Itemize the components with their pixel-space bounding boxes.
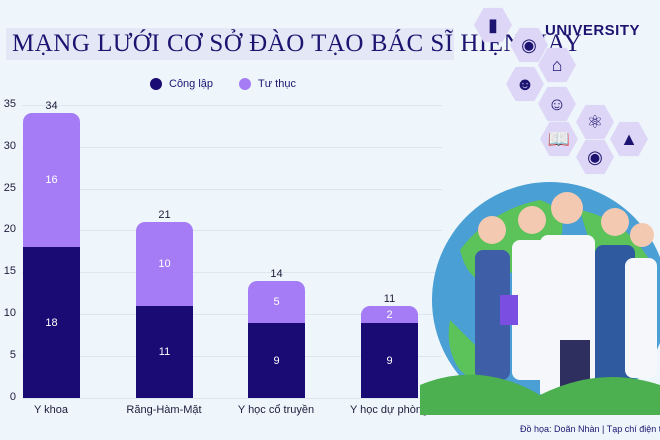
- university-heading: UNIVERSITY: [545, 22, 641, 39]
- legend-item-private: Tư thục: [239, 78, 296, 90]
- bar-total: 11: [383, 293, 396, 305]
- grid-line: [22, 230, 442, 231]
- plot-area: 0 5 10 15 20 25 30 35 34 16 18 Y khoa 21…: [3, 98, 442, 416]
- title-band: [6, 28, 454, 60]
- bar-segment-private: 5: [248, 281, 305, 323]
- grid-line: [22, 314, 442, 315]
- book-icon: ▮: [474, 7, 512, 43]
- legend: Công lập Tư thục: [150, 78, 296, 90]
- grid-line: [22, 398, 442, 399]
- y-tick: 15: [3, 265, 16, 277]
- x-label: Y học cổ truyền: [237, 404, 315, 416]
- graduate-icon: ☻: [506, 66, 544, 102]
- y-tick: 0: [9, 391, 16, 403]
- bar-total: 14: [270, 268, 283, 280]
- bar-segment-public: 9: [361, 323, 418, 398]
- y-tick: 5: [9, 349, 16, 361]
- grid-line: [22, 272, 442, 273]
- bar-segment-public: 18: [23, 247, 80, 398]
- grid-line: [22, 147, 442, 148]
- bar-total: 34: [45, 100, 58, 112]
- legend-item-public: Công lập: [150, 78, 213, 90]
- atom-icon: ⚛: [576, 104, 614, 140]
- bar-y-hoc-co-truyen: 5 9: [248, 281, 305, 398]
- bar-segment-private: 10: [136, 222, 193, 306]
- x-label: Răng-Hàm-Mặt: [126, 404, 202, 416]
- legend-label-private: Tư thục: [258, 78, 296, 90]
- x-label: Y khoa: [33, 404, 69, 416]
- y-tick: 30: [3, 140, 16, 152]
- grid-line: [22, 189, 442, 190]
- legend-swatch-public: [150, 78, 162, 90]
- legend-label-public: Công lập: [169, 78, 214, 90]
- bar-segment-public: 11: [136, 306, 193, 398]
- bar-segment-private: 2: [361, 306, 418, 323]
- bar-rang-ham-mat: 10 11: [136, 222, 193, 398]
- y-tick: 25: [3, 182, 16, 194]
- legend-swatch-private: [239, 78, 252, 90]
- y-tick: 35: [3, 98, 16, 110]
- bar-y-khoa: 16 18: [23, 113, 80, 398]
- credit-text: Đồ họa: Doãn Nhàn | Tạp chí điện tử Giá: [520, 424, 660, 434]
- x-label: Y học dự phòng: [349, 404, 429, 416]
- grid-line: [22, 356, 442, 357]
- grid-line: [22, 105, 442, 106]
- y-tick: 10: [3, 307, 16, 319]
- open-book-icon: 📖: [540, 121, 578, 157]
- teacher-icon: ☺: [538, 86, 576, 122]
- bar-segment-private: 16: [23, 113, 80, 247]
- bar-segment-public: 9: [248, 323, 305, 398]
- doctors-globe-illustration: [420, 182, 660, 415]
- grad-cap-icon: ▲: [610, 121, 648, 157]
- bar-total: 21: [158, 209, 171, 221]
- bar-y-hoc-du-phong: 2 9: [361, 306, 418, 398]
- y-tick: 20: [3, 223, 16, 235]
